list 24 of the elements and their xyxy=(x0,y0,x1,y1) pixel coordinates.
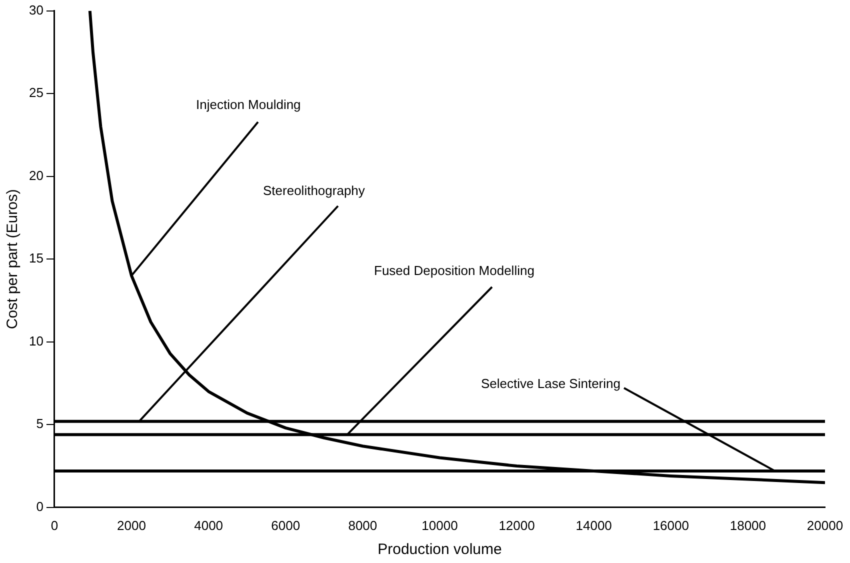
x-tick-label: 8000 xyxy=(348,518,378,533)
y-tick-label: 15 xyxy=(28,250,44,266)
x-tick-label: 20000 xyxy=(806,518,844,533)
y-tick-label: 20 xyxy=(28,168,44,183)
y-tick-label: 25 xyxy=(28,85,44,100)
annotation: Injection Moulding xyxy=(196,97,301,112)
x-tick-label: 2000 xyxy=(117,518,146,533)
y-tick-label: 5 xyxy=(36,416,44,432)
x-tick-label: 10000 xyxy=(422,518,458,533)
x-tick-label: 18000 xyxy=(730,518,766,533)
x-tick-label: 14000 xyxy=(576,518,612,533)
x-tick-label: 6000 xyxy=(271,518,300,533)
annotation: Fused Deposition Modelling xyxy=(374,263,534,278)
x-tick-label: 0 xyxy=(50,518,58,533)
annotation: Selective Lase Sintering xyxy=(481,376,620,391)
y-tick-label: 30 xyxy=(28,2,44,18)
y-tick-label: 10 xyxy=(28,333,44,348)
x-axis-title: Production volume xyxy=(378,541,502,558)
y-tick-label: 0 xyxy=(36,498,44,514)
x-tick-label: 12000 xyxy=(498,518,535,533)
annotation: Stereolithography xyxy=(263,183,366,198)
x-tick-label: 4000 xyxy=(194,518,224,533)
x-tick-label: 16000 xyxy=(652,518,689,533)
y-axis-title: Cost per part (Euros) xyxy=(4,189,22,330)
